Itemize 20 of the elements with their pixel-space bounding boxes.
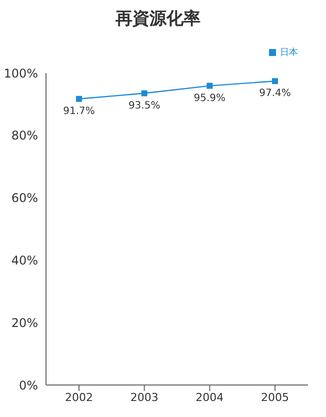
point bbox=[272, 78, 278, 84]
y-tick-label: 80% bbox=[11, 128, 38, 143]
point bbox=[141, 90, 148, 96]
y-tick-label: 0% bbox=[18, 378, 38, 392]
chart-title: 再資源化率 bbox=[114, 8, 202, 31]
x-tick-label: 2004 bbox=[196, 390, 224, 404]
point bbox=[206, 82, 213, 89]
y-tick-label: 20% bbox=[11, 316, 38, 330]
x-tick-label: 2003 bbox=[130, 390, 158, 404]
data-label: 95.9% bbox=[194, 92, 226, 104]
y-tick-label: 60% bbox=[11, 191, 38, 206]
y-tick-label: 40% bbox=[11, 253, 38, 268]
y-tick-label: 100% bbox=[4, 66, 38, 80]
data-label: 97.4% bbox=[259, 88, 291, 100]
x-tick-label: 2002 bbox=[65, 390, 93, 404]
x-tick-label: 2005 bbox=[261, 390, 289, 404]
point bbox=[76, 96, 82, 102]
data-label: 91.7% bbox=[63, 106, 95, 117]
data-label: 93.5% bbox=[128, 100, 160, 112]
legend-label: 日本 bbox=[280, 48, 298, 58]
